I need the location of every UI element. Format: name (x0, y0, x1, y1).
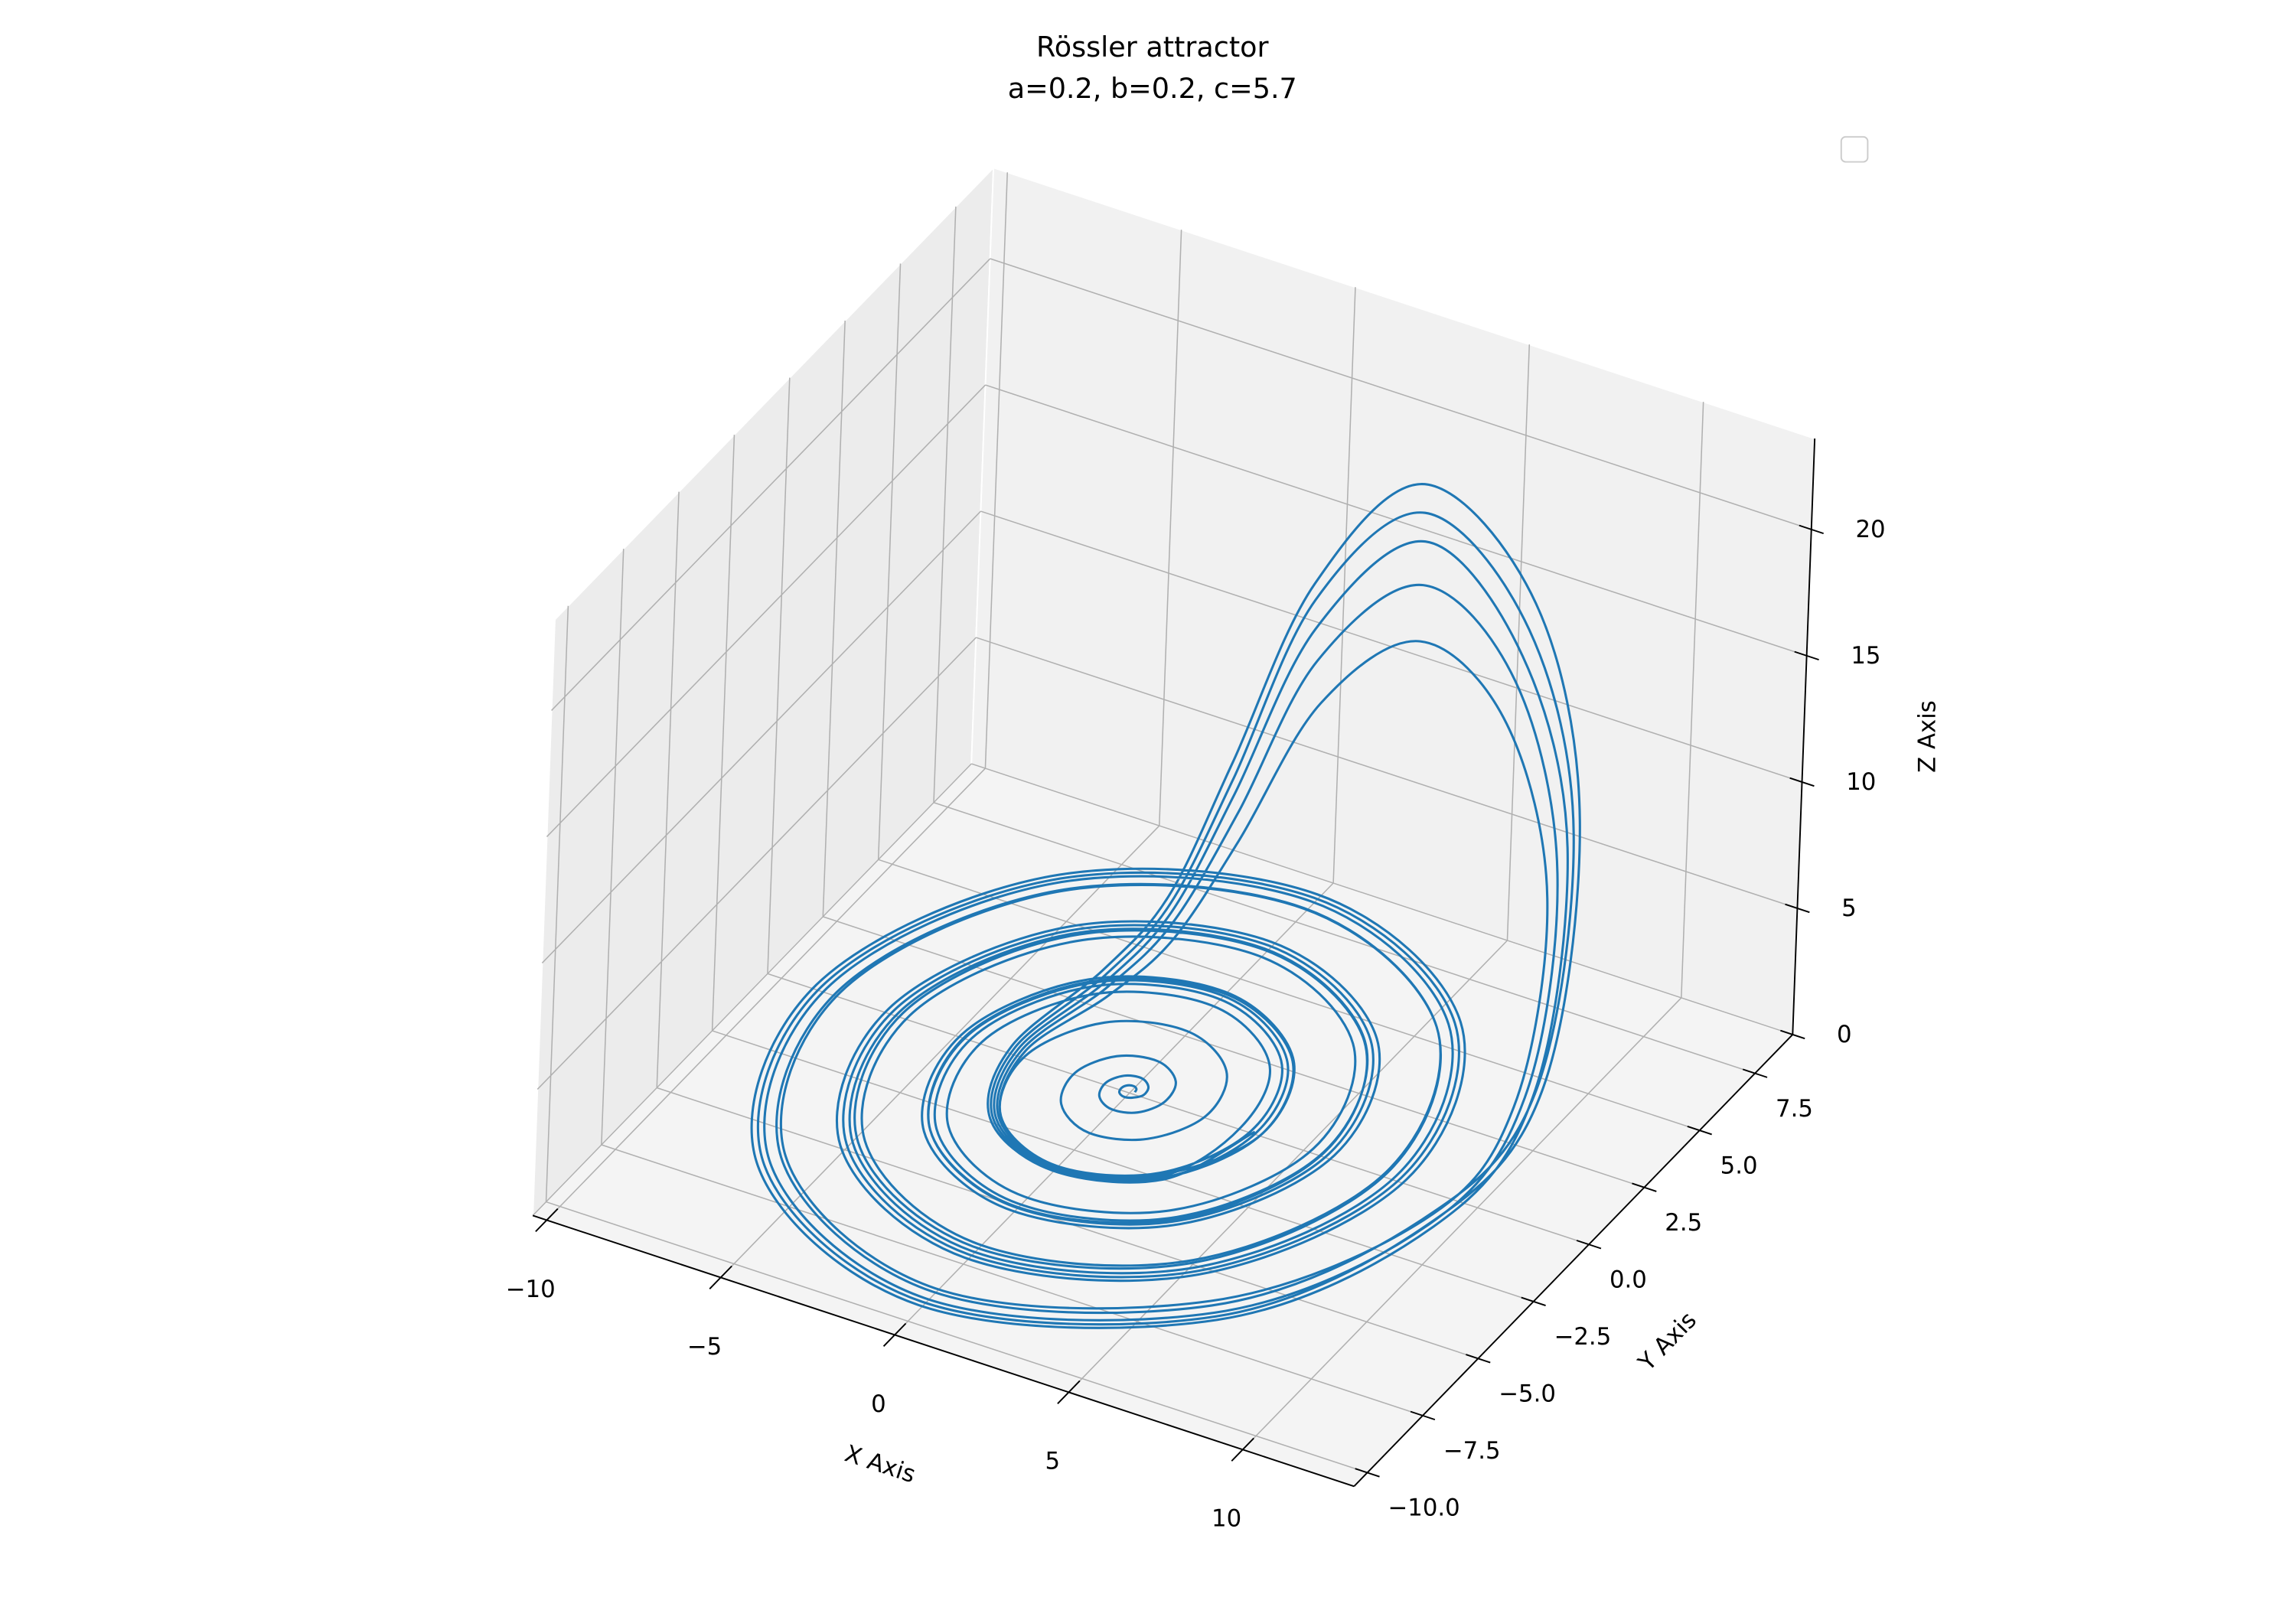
y-tick-label: 7.5 (1776, 1095, 1813, 1123)
z-tick-label: 20 (1855, 516, 1885, 543)
z-tick-label: 10 (1846, 768, 1876, 796)
grid-line (990, 258, 1812, 530)
grid-line (970, 763, 1793, 1035)
grid-line (1681, 402, 1704, 998)
x-tick-label: −10 (506, 1276, 556, 1303)
x-tick-label: −5 (687, 1333, 722, 1361)
grid-line (1158, 230, 1182, 826)
z-axis-label: Z Axis (1913, 700, 1941, 773)
z-axis (1792, 438, 1816, 1035)
y-tick-label: −7.5 (1443, 1437, 1501, 1465)
chart-title: Rössler attractor (1036, 31, 1269, 64)
y-tick-label: 0.0 (1609, 1266, 1647, 1293)
grid-line (1242, 997, 1682, 1450)
x-tick-label: 0 (871, 1390, 886, 1418)
grid-line (656, 491, 680, 1088)
y-tick-label: −2.5 (1554, 1323, 1612, 1351)
grid-line (877, 263, 902, 860)
y-axis (1353, 1034, 1793, 1487)
trajectory-line (750, 483, 1581, 1329)
grid-line (878, 859, 1700, 1131)
grid-line (546, 1201, 1368, 1474)
y-tick-label: −10.0 (1388, 1495, 1460, 1522)
grid-line (822, 320, 846, 917)
grid-line (545, 605, 569, 1202)
grid-line (601, 549, 625, 1146)
grid-line (976, 637, 1798, 909)
grid-line (985, 384, 1807, 657)
chart-subtitle: a=0.2, b=0.2, c=5.7 (1008, 72, 1297, 105)
x-tick-label: 5 (1045, 1448, 1060, 1475)
z-tick-label: 15 (1851, 642, 1880, 670)
grid-line (541, 510, 982, 963)
z-tick-label: 0 (1837, 1021, 1852, 1048)
y-tick-label: 2.5 (1665, 1209, 1702, 1237)
grid-line (546, 384, 987, 837)
grid-line (720, 825, 1160, 1278)
grid-line (601, 1144, 1424, 1416)
grid-line (984, 172, 1009, 769)
grid-line (933, 802, 1756, 1074)
x-axis (532, 1214, 1355, 1488)
grid-line (532, 763, 972, 1216)
legend (1840, 135, 1869, 163)
grid-line (1332, 287, 1356, 884)
grid-line (711, 435, 735, 1031)
grid-line (1506, 344, 1531, 941)
y-tick-label: −5.0 (1499, 1380, 1556, 1407)
z-tick-label: 5 (1841, 895, 1857, 922)
grid-line (551, 258, 991, 711)
grid-line (546, 768, 986, 1221)
grid-line (933, 206, 957, 803)
x-tick-label: 10 (1212, 1505, 1241, 1533)
grid-line (712, 1030, 1534, 1302)
grid-line (767, 377, 791, 974)
grid-line (536, 637, 977, 1090)
y-tick-label: 5.0 (1720, 1152, 1758, 1179)
